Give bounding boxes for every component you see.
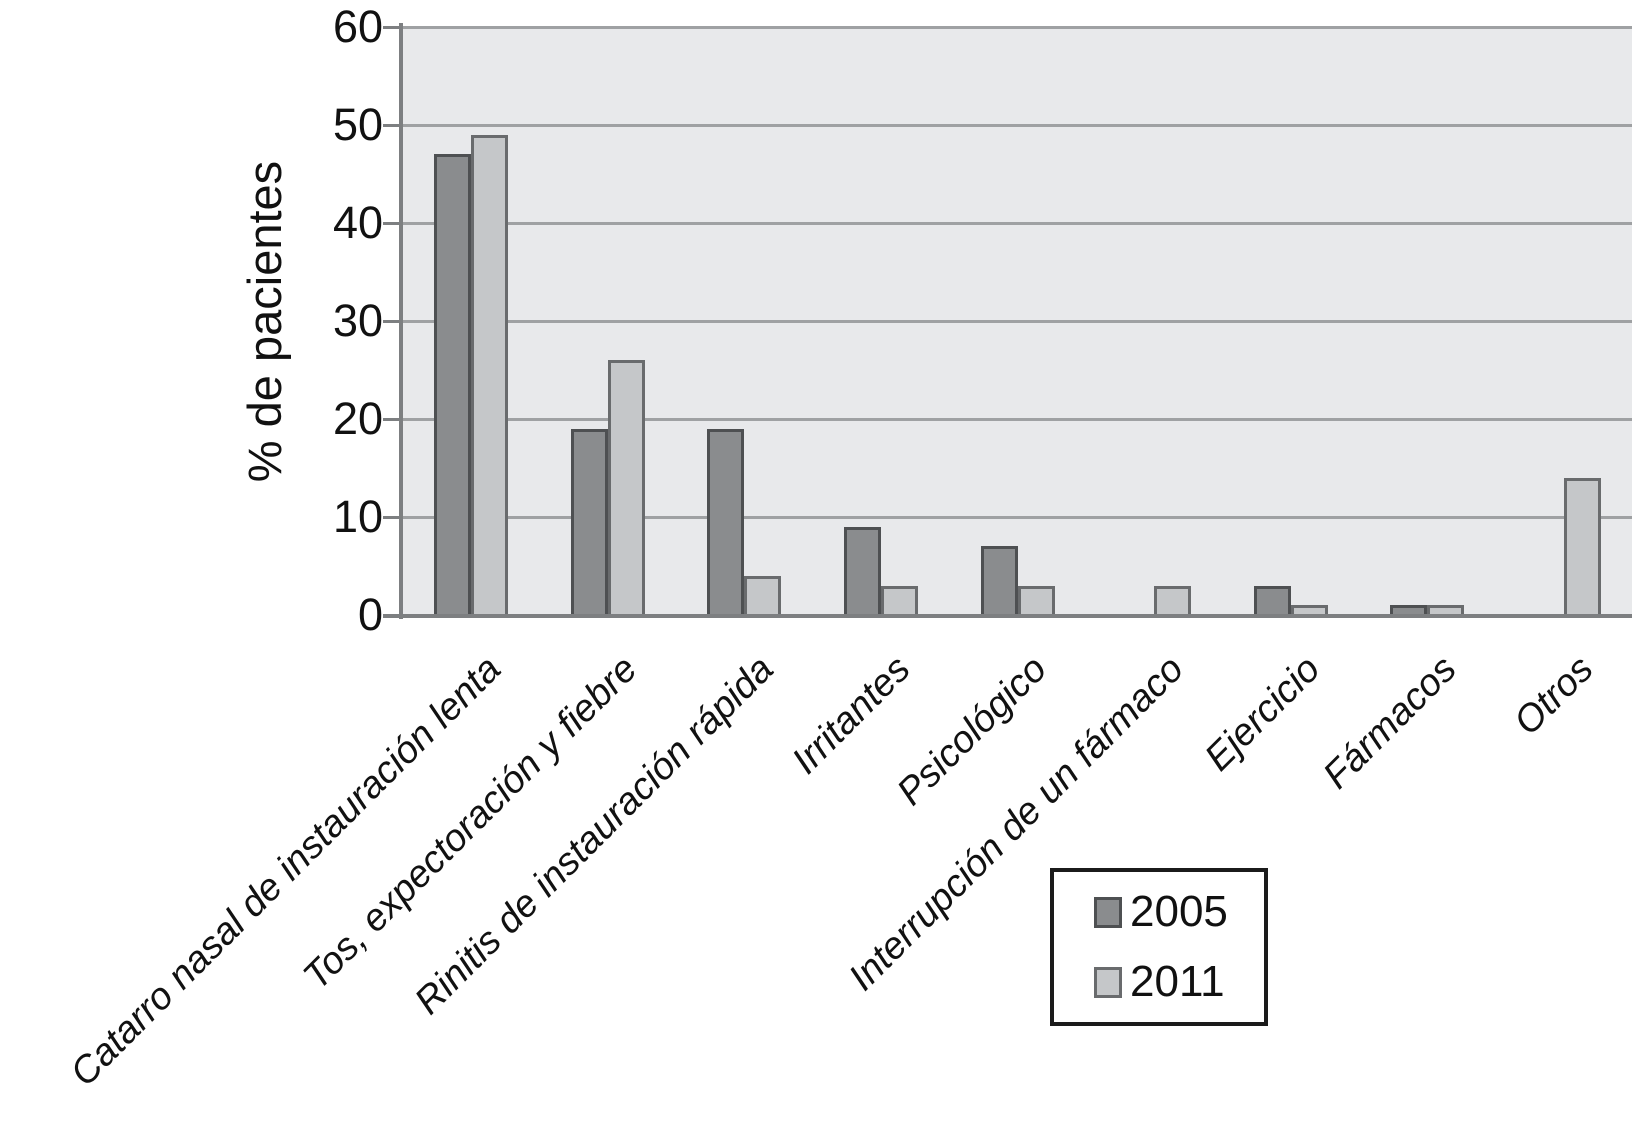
bar-2005-4 (844, 527, 881, 617)
bar-2005-5 (981, 546, 1018, 617)
bar-2005-1 (434, 154, 471, 617)
y-axis-line (399, 23, 403, 619)
x-axis-line (383, 614, 1632, 618)
bar-2011-2 (608, 360, 645, 617)
legend-label-2011: 2011 (1130, 957, 1225, 1006)
y-tick-60 (383, 26, 399, 29)
y-tick-50 (383, 124, 399, 127)
gridline-30 (403, 320, 1632, 323)
y-tick-label-60: 60 (332, 1, 383, 52)
bar-2005-7 (1254, 586, 1291, 617)
x-category-label-8: Fármacos (1315, 648, 1465, 798)
bar-2011-1 (471, 135, 508, 617)
gridline-10 (403, 516, 1632, 519)
gridline-20 (403, 418, 1632, 421)
gridline-40 (403, 222, 1632, 225)
y-tick-label-10: 10 (332, 491, 383, 542)
bar-2011-3 (744, 576, 781, 617)
y-tick-40 (383, 222, 399, 225)
y-tick-10 (383, 516, 399, 519)
y-tick-30 (383, 320, 399, 323)
legend-label-2005: 2005 (1130, 887, 1228, 936)
legend: 2005 2011 (1050, 868, 1268, 1026)
gridline-60 (403, 26, 1632, 29)
legend-swatch-2005 (1094, 896, 1122, 928)
bar-2011-5 (1018, 586, 1055, 617)
bar-2011-4 (881, 586, 918, 617)
legend-item-2011: 2011 (1094, 960, 1264, 1004)
y-tick-20 (383, 418, 399, 421)
bar-2011-6 (1154, 586, 1191, 617)
y-tick-label-40: 40 (332, 197, 383, 248)
bar-2011-9 (1564, 478, 1601, 617)
bar-2005-2 (571, 429, 608, 617)
y-tick-label-30: 30 (332, 295, 383, 346)
y-tick-label-20: 20 (332, 393, 383, 444)
x-category-label-7: Ejercicio (1197, 648, 1329, 780)
x-category-label-4: Irritantes (784, 648, 919, 783)
gridline-50 (403, 124, 1632, 127)
legend-item-2005: 2005 (1094, 890, 1264, 934)
bar-2005-3 (707, 429, 744, 617)
y-tick-label-50: 50 (332, 99, 383, 150)
legend-swatch-2011 (1094, 966, 1122, 998)
x-category-label-9: Otros (1506, 648, 1602, 744)
y-tick-label-0: 0 (357, 589, 383, 640)
